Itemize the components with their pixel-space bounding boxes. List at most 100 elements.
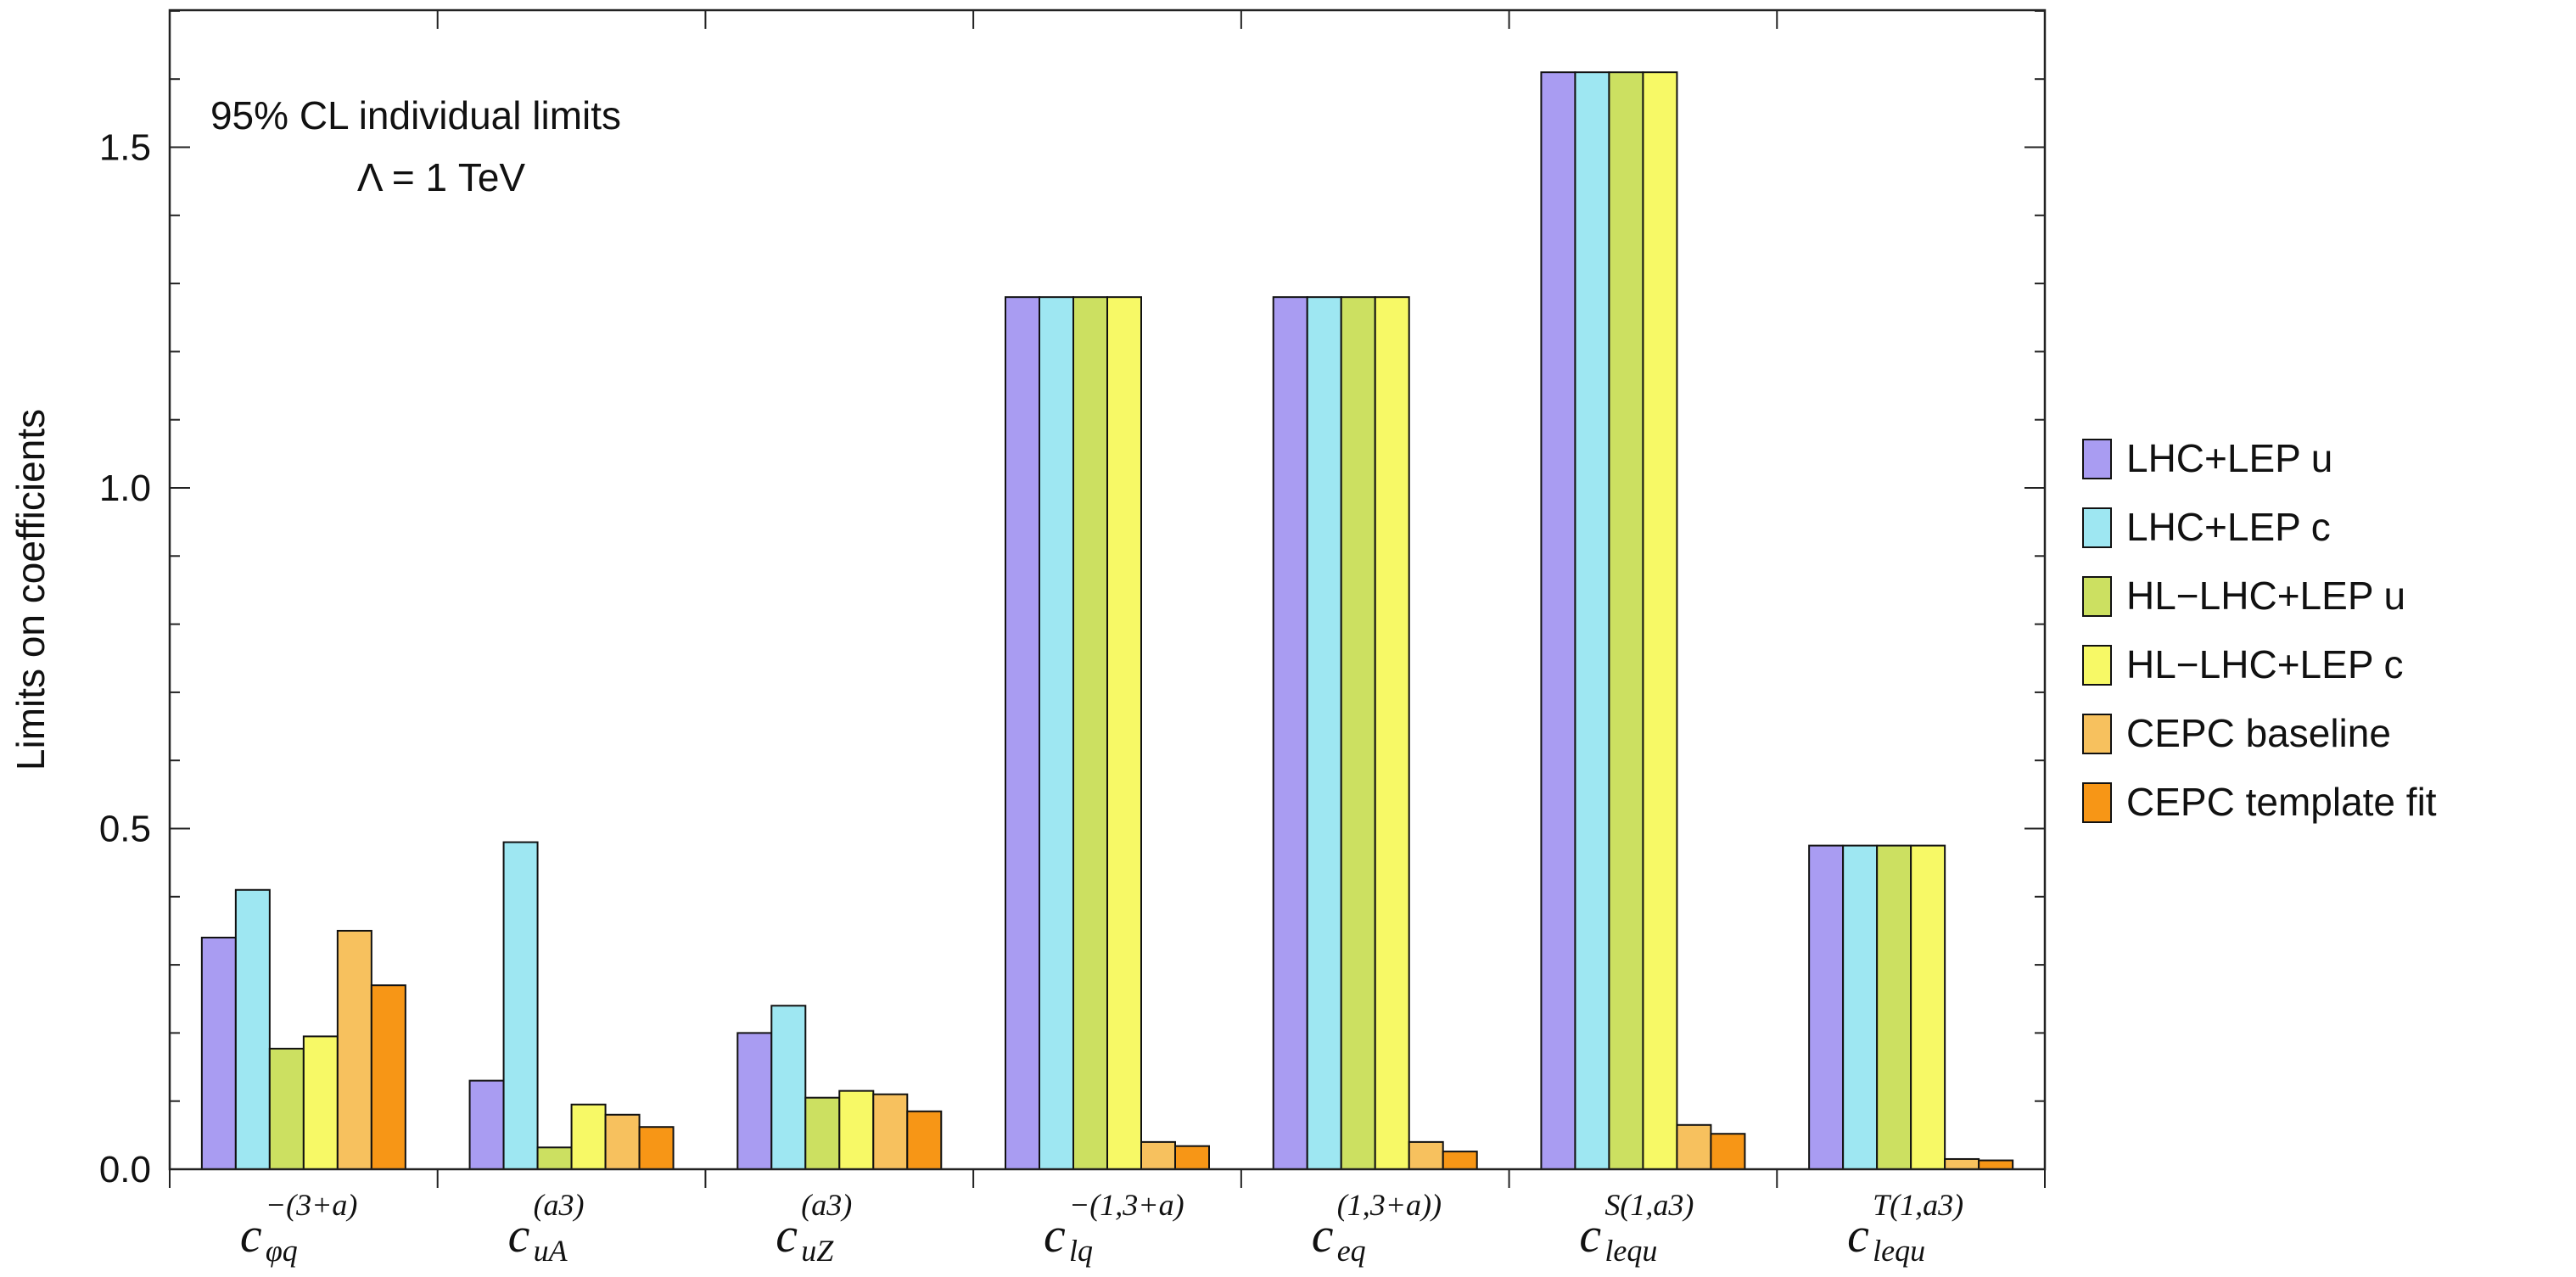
legend-label: HL−LHC+LEP c [2126, 642, 2403, 686]
category-superscript: (a3) [534, 1188, 585, 1222]
x-category-label: cT(1,a3) lequ [1847, 1188, 1963, 1268]
annotation-line-2: Λ = 1 TeV [357, 155, 526, 199]
category-subscript: uA [534, 1234, 568, 1268]
bar-cepc-baseline-cat5 [1408, 1140, 1444, 1171]
x-category-labels: c−(3+a)φq c(a3)uA c(a3)uZ c−(1,3+a)lq c(1,3+… [240, 1188, 1963, 1268]
legend: LHC+LEP u LHC+LEP c HL−LHC+LEP u HL−LHC+LEP… [2082, 436, 2437, 824]
bar-cepc-baseline-cat6 [1676, 1123, 1712, 1171]
y-tick-label: 0.5 [99, 809, 151, 850]
legend-swatch [2082, 714, 2112, 754]
x-category-label: cS(1,a3) lequ [1579, 1188, 1694, 1268]
category-superscript: S(1,a3) [1604, 1188, 1694, 1222]
category-symbol: c [1847, 1207, 1869, 1263]
bar-lhc-lep-c-cat2 [502, 841, 539, 1170]
y-tick-labels: 0.0 0.5 1.0 1.5 [99, 127, 151, 1191]
plot-frame [168, 8, 2047, 1171]
bar-hl-lhc-lep-u-cat6 [1608, 71, 1644, 1170]
category-subscript: lequ [1604, 1234, 1657, 1268]
y-tick-label: 1.5 [99, 127, 151, 169]
category-symbol: c [508, 1207, 530, 1263]
bar-lhc-lep-u-cat1 [200, 936, 237, 1170]
bar-hl-lhc-lep-u-cat3 [804, 1096, 841, 1171]
bar-cepc-baseline-cat4 [1140, 1140, 1176, 1171]
bar-lhc-lep-u-cat4 [1005, 296, 1040, 1170]
category-subscript: lq [1069, 1234, 1093, 1268]
bar-lhc-lep-c-cat6 [1574, 71, 1610, 1170]
category-superscript: −(1,3+a) [1069, 1188, 1184, 1222]
axis-ticks [169, 9, 2046, 1188]
bar-hl-lhc-lep-u-cat4 [1072, 296, 1108, 1170]
category-subscript: eq [1337, 1234, 1366, 1268]
x-category-label: c(a3) uZ [776, 1188, 852, 1268]
y-tick-label: 0.0 [99, 1149, 151, 1190]
category-symbol: c [1044, 1207, 1066, 1263]
legend-item: LHC+LEP u [2082, 436, 2332, 480]
bars-layer [200, 71, 2014, 1171]
category-symbol: c [240, 1207, 262, 1263]
category-subscript: lequ [1873, 1234, 1925, 1268]
x-category-label: c−(1,3+a) lq [1044, 1188, 1184, 1268]
bar-hl-lhc-lep-c-cat3 [838, 1089, 875, 1171]
bar-hl-lhc-lep-c-cat2 [570, 1103, 607, 1170]
y-axis-label: Limits on coefficients [8, 409, 53, 770]
bar-cepc-baseline-cat7 [1944, 1157, 1980, 1170]
bar-hl-lhc-lep-c-cat7 [1910, 844, 1946, 1170]
bar-hl-lhc-lep-u-cat2 [536, 1146, 573, 1170]
annotation-line-1: 95% CL individual limits [210, 93, 621, 137]
category-symbol: c [776, 1207, 798, 1263]
bar-lhc-lep-u-cat5 [1272, 296, 1308, 1170]
legend-label: CEPC template fit [2126, 780, 2437, 824]
legend-swatch [2082, 507, 2112, 548]
category-symbol: c [1579, 1207, 1601, 1263]
category-symbol: c [1312, 1207, 1334, 1263]
bar-cepc-template-fit-cat7 [1978, 1159, 2014, 1171]
category-superscript: −(3+a) [266, 1188, 358, 1222]
bar-hl-lhc-lep-c-cat1 [302, 1035, 339, 1171]
legend-swatch [2082, 782, 2112, 823]
category-superscript: (a3) [801, 1188, 852, 1222]
bar-cepc-template-fit-cat2 [638, 1126, 675, 1170]
bar-cepc-baseline-cat1 [336, 929, 372, 1170]
legend-item: HL−LHC+LEP c [2082, 642, 2403, 686]
legend-label: HL−LHC+LEP u [2126, 574, 2405, 618]
bar-cepc-baseline-cat3 [872, 1093, 909, 1171]
bar-lhc-lep-u-cat7 [1808, 844, 1845, 1170]
bar-hl-lhc-lep-u-cat1 [268, 1047, 305, 1171]
bar-cepc-template-fit-cat4 [1174, 1145, 1210, 1170]
category-subscript: uZ [801, 1234, 834, 1268]
legend-item: HL−LHC+LEP u [2082, 574, 2405, 618]
bar-cepc-template-fit-cat1 [370, 984, 406, 1170]
bar-cepc-template-fit-cat6 [1710, 1133, 1746, 1171]
bar-cepc-template-fit-cat3 [906, 1110, 943, 1170]
legend-swatch [2082, 576, 2112, 617]
bar-lhc-lep-c-cat3 [770, 1005, 807, 1171]
x-category-label: c(1,3+a)) eq [1312, 1188, 1442, 1268]
bar-lhc-lep-u-cat2 [468, 1079, 505, 1170]
legend-item: CEPC baseline [2082, 711, 2391, 755]
legend-swatch [2082, 439, 2112, 479]
legend-item: LHC+LEP c [2082, 505, 2331, 549]
bar-hl-lhc-lep-u-cat7 [1876, 844, 1912, 1170]
bar-lhc-lep-u-cat6 [1540, 71, 1576, 1170]
category-superscript: T(1,a3) [1873, 1188, 1963, 1222]
bar-lhc-lep-c-cat5 [1306, 296, 1342, 1170]
x-category-label: c(a3) uA [508, 1188, 585, 1268]
x-category-label: c−(3+a) φq [240, 1188, 358, 1268]
legend-label: CEPC baseline [2126, 711, 2391, 755]
bar-lhc-lep-c-cat4 [1039, 296, 1074, 1170]
bar-hl-lhc-lep-c-cat6 [1642, 71, 1678, 1170]
bar-lhc-lep-c-cat1 [234, 888, 271, 1171]
bar-lhc-lep-u-cat3 [736, 1032, 773, 1171]
bar-hl-lhc-lep-c-cat4 [1106, 296, 1142, 1170]
bar-hl-lhc-lep-u-cat5 [1340, 296, 1376, 1170]
legend-item: CEPC template fit [2082, 780, 2437, 824]
bar-cepc-baseline-cat2 [604, 1113, 641, 1171]
category-superscript: (1,3+a)) [1337, 1188, 1442, 1222]
legend-label: LHC+LEP c [2126, 505, 2331, 549]
y-tick-label: 1.0 [99, 468, 151, 509]
bar-lhc-lep-c-cat7 [1842, 844, 1879, 1170]
legend-label: LHC+LEP u [2126, 436, 2332, 480]
bar-hl-lhc-lep-c-cat5 [1374, 296, 1410, 1170]
category-subscript: φq [266, 1234, 298, 1268]
